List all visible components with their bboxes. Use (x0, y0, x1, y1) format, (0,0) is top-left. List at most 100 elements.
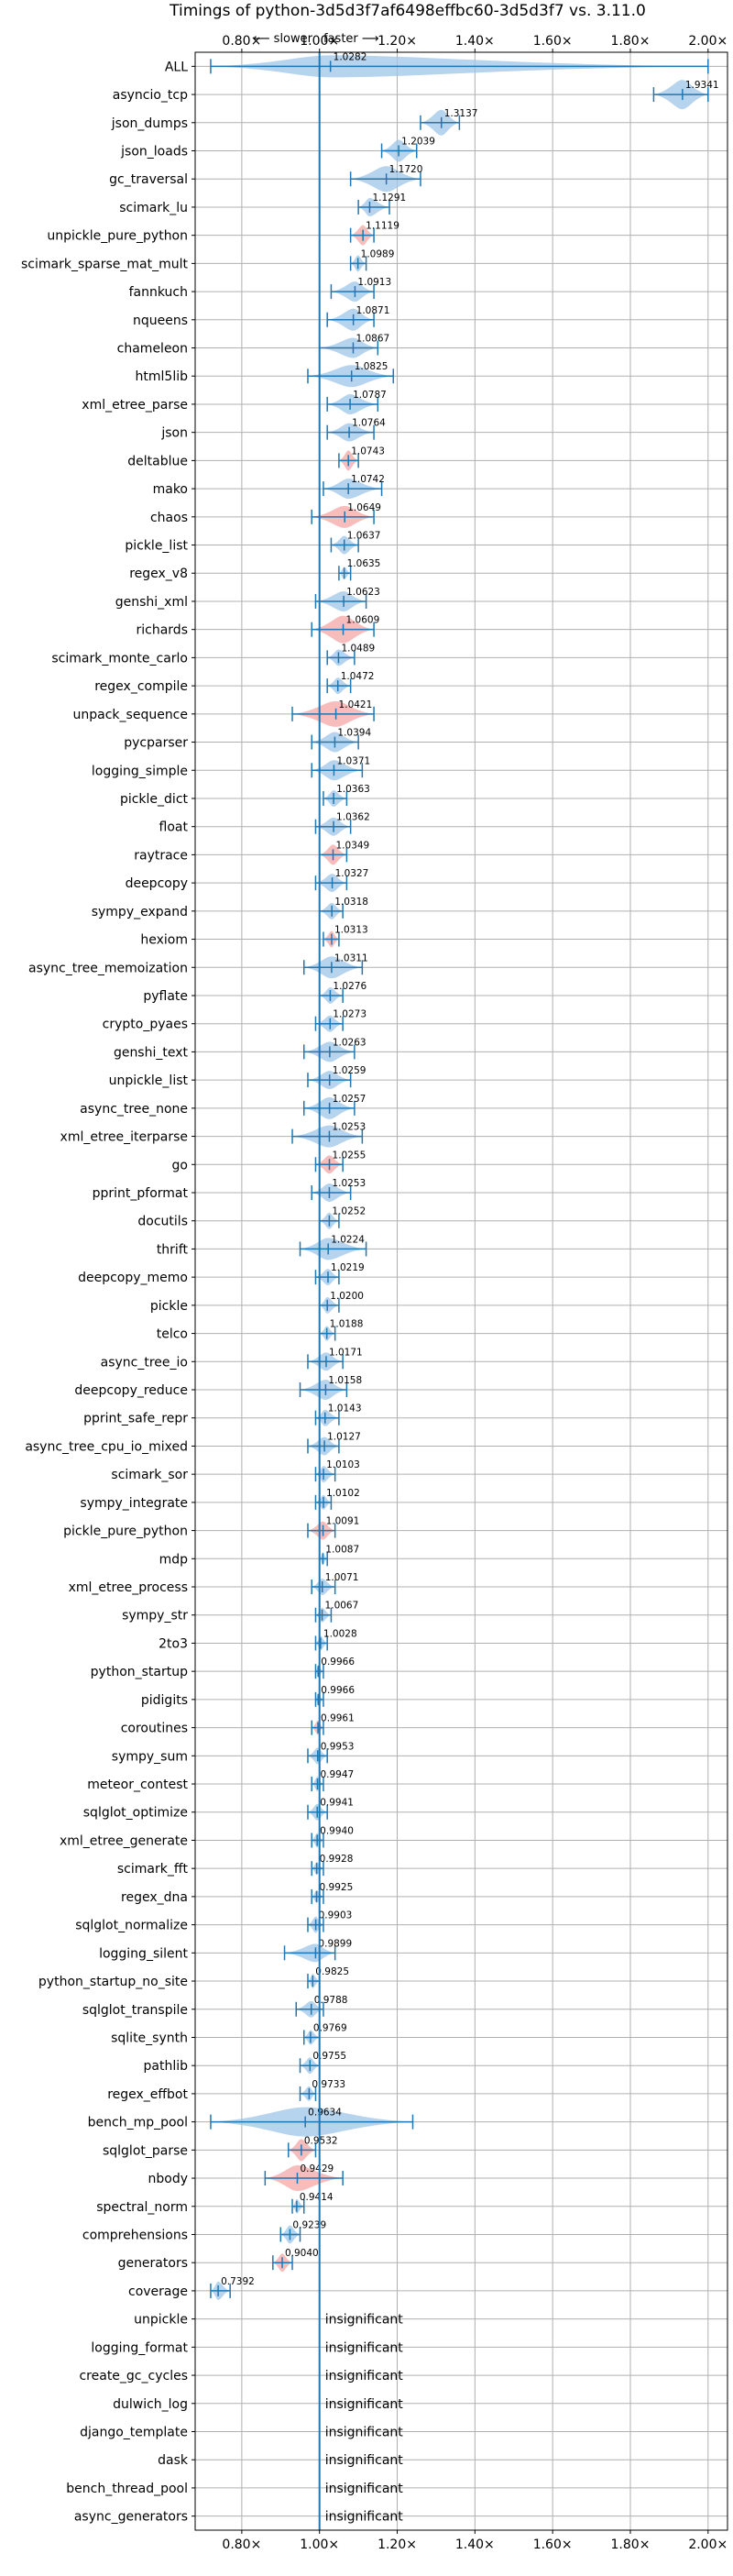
top-tick-label: 1.80× (611, 34, 651, 49)
benchmark-label: fannkuch (129, 285, 188, 300)
benchmark-label: generators (118, 2256, 188, 2271)
value-label: 0.9429 (300, 2163, 334, 2174)
value-label: 1.0421 (339, 699, 373, 710)
value-label: 1.0102 (326, 1488, 360, 1499)
insignificant-label: insignificant (325, 2397, 404, 2412)
value-label: 1.0825 (355, 361, 388, 372)
bottom-tick-label: 1.00× (300, 2537, 339, 2552)
value-label: 1.0028 (323, 1628, 357, 1639)
value-label: 1.0327 (335, 868, 369, 879)
value-label: 1.0067 (325, 1601, 359, 1612)
benchmark-label: regex_effbot (107, 2087, 188, 2102)
top-tick-label: 1.20× (377, 34, 417, 49)
benchmark-row: spectral_norm 0.9414 (96, 2192, 728, 2215)
benchmark-label: gc_traversal (109, 172, 188, 187)
benchmark-row: thrift 1.0224 (157, 1234, 728, 1260)
benchmark-row: deltablue 1.0743 (127, 446, 728, 471)
value-label: 0.9733 (312, 2079, 345, 2090)
value-label: 1.0637 (347, 531, 381, 542)
value-label: 1.0071 (325, 1572, 359, 1583)
benchmark-label: crypto_pyaes (103, 1018, 188, 1032)
value-label: 1.0259 (333, 1065, 366, 1076)
benchmark-row: sympy_sum 0.9953 (112, 1741, 728, 1765)
benchmark-row: sqlglot_normalize 0.9903 (75, 1910, 728, 1933)
value-label: 1.0362 (336, 812, 370, 823)
value-label: 1.0609 (346, 615, 380, 626)
benchmark-label: xml_etree_process (69, 1580, 188, 1595)
value-label: 0.9788 (314, 1995, 348, 2006)
benchmark-label: unpickle_list (109, 1073, 189, 1088)
benchmark-label: scimark_sparse_mat_mult (21, 257, 188, 271)
benchmark-label: sqlglot_normalize (75, 1919, 188, 1933)
benchmark-row: sympy_expand 1.0318 (92, 897, 728, 919)
value-label: 0.9903 (319, 1910, 353, 1921)
value-label: 1.0091 (326, 1516, 360, 1527)
value-label: 1.1119 (366, 221, 399, 232)
value-label: 1.0171 (329, 1347, 363, 1358)
value-label: 0.9966 (321, 1657, 355, 1668)
value-label: 1.0635 (347, 558, 381, 569)
insignificant-label: insignificant (325, 2313, 404, 2328)
benchmark-row: django_template insignificant (80, 2425, 728, 2439)
value-label: 0.9966 (321, 1685, 355, 1696)
value-label: 1.0623 (346, 587, 380, 598)
value-label: 0.9769 (313, 2022, 347, 2033)
benchmark-row: scimark_monte_carlo 1.0489 (51, 643, 728, 666)
value-label: 1.2039 (401, 137, 435, 148)
benchmark-label: chaos (150, 511, 188, 525)
value-label: 1.0224 (331, 1234, 365, 1245)
value-label: 0.9953 (321, 1741, 355, 1752)
benchmark-row: pprint_pformat 1.0253 (93, 1178, 728, 1202)
benchmark-row: pickle_list 1.0637 (125, 531, 728, 555)
benchmark-row: pprint_safe_repr 1.0143 (83, 1404, 728, 1426)
benchmark-row: fannkuch 1.0913 (129, 277, 728, 303)
benchmark-label: xml_etree_parse (82, 398, 188, 413)
benchmark-label: unpickle (134, 2313, 188, 2328)
benchmark-label: regex_compile (94, 679, 188, 694)
benchmark-row: telco 1.0188 (157, 1319, 728, 1342)
benchmark-row: sympy_integrate 1.0102 (80, 1488, 728, 1511)
benchmark-label: async_generators (74, 2510, 188, 2525)
benchmark-label: thrift (157, 1242, 189, 1257)
bottom-tick-label: 1.20× (377, 2537, 417, 2552)
benchmark-label: html5lib (136, 369, 189, 384)
benchmark-row: sqlglot_optimize 0.9941 (83, 1798, 728, 1821)
value-label: 0.9928 (320, 1854, 354, 1865)
benchmark-label: json_dumps (111, 116, 188, 131)
benchmark-row: sympy_str 1.0067 (122, 1601, 728, 1624)
insignificant-label: insignificant (325, 2369, 404, 2383)
benchmark-row: pickle_dict 1.0363 (120, 784, 728, 807)
bottom-tick-label: 0.80× (222, 2537, 261, 2552)
benchmark-label: async_tree_none (80, 1102, 188, 1117)
benchmark-row: logging_simple 1.0371 (92, 755, 728, 781)
benchmark-row: unpickle insignificant (134, 2313, 728, 2328)
benchmark-row: create_gc_cycles insignificant (79, 2369, 728, 2383)
value-label: 1.0273 (333, 1009, 366, 1020)
benchmark-label: python_startup_no_site (38, 1975, 188, 1989)
benchmark-row: coroutines 0.9961 (121, 1713, 728, 1736)
value-label: 1.0219 (331, 1262, 365, 1273)
value-label: 1.0989 (361, 248, 395, 259)
benchmark-row: dask insignificant (158, 2453, 728, 2468)
benchmark-row: json_dumps 1.3137 (111, 108, 728, 136)
benchmark-label: pickle_dict (120, 792, 189, 807)
benchmark-label: comprehensions (82, 2228, 188, 2242)
value-label: 1.0913 (357, 277, 391, 288)
value-label: 1.0103 (326, 1459, 360, 1470)
benchmark-label: deltablue (127, 454, 188, 468)
benchmark-label: genshi_xml (115, 595, 188, 610)
top-tick-label: 0.80× (222, 34, 261, 49)
benchmark-row: unpack_sequence 1.0421 (73, 699, 728, 727)
value-label: 0.9947 (320, 1769, 354, 1780)
benchmark-label: pycparser (124, 736, 188, 751)
benchmark-label: unpack_sequence (73, 708, 188, 722)
benchmark-row: nqueens 1.0871 (133, 305, 728, 331)
benchmark-label: unpickle_pure_python (47, 229, 188, 244)
benchmark-label: genshi_text (114, 1045, 189, 1060)
value-label: 0.9941 (320, 1798, 354, 1809)
benchmark-label: raytrace (134, 848, 188, 863)
benchmark-label: scimark_lu (119, 201, 188, 215)
value-label: 1.0276 (333, 981, 366, 992)
value-label: 1.0252 (332, 1206, 366, 1217)
benchmark-row: raytrace 1.0349 (134, 840, 728, 865)
